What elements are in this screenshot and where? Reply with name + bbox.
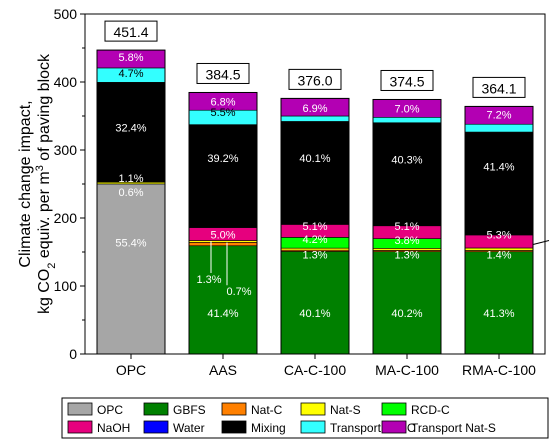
segment-percent-label: 5.1% [302, 221, 327, 233]
bar-segment-rma-c-100-gbfs [464, 251, 534, 355]
legend-swatch-rcd-c [381, 402, 407, 416]
plot-area: 0 100 200 300 400 500 OPC 451.4 AAS 384.5 CA-C-100… [54, 6, 550, 378]
y-axis-title-part: 2 [46, 263, 58, 269]
segment-percent-label: 5.5% [210, 107, 235, 119]
y-tick-label: 400 [54, 74, 78, 90]
callout-label: 0.7% [226, 286, 251, 298]
segment-percent-label: 0.6% [118, 187, 143, 199]
segment-percent-label: 4.2% [302, 234, 327, 246]
total-box [196, 62, 250, 84]
bar-segment-opc-opc [96, 183, 166, 355]
callout-line [532, 239, 550, 245]
legend-label-rcd-c: RCD-C [411, 403, 450, 417]
segment-percent-label: 6.9% [302, 103, 327, 115]
segment-percent-label: 40.1% [299, 308, 330, 320]
bar-segment-opc-mixing [96, 82, 166, 183]
y-axis-title-line2: kg CO2 equiv. per m3 of paving block [34, 53, 58, 314]
y-axis-title: Climate change impact,kg CO2 equiv. per … [17, 53, 58, 314]
total-box [380, 69, 434, 91]
legend-swatch-water [143, 420, 169, 434]
y-axis-title-part: 3 [34, 165, 46, 171]
y-tick-label: 200 [54, 210, 78, 226]
y-tick-label: 100 [54, 278, 78, 294]
total-label: 384.5 [205, 66, 240, 82]
segment-percent-label: 1.1% [118, 173, 143, 185]
legend-swatch-nat-c [221, 402, 247, 416]
legend-swatch-mixing [221, 420, 247, 434]
segment-percent-label: 1.3% [394, 250, 419, 262]
segment-percent-label: 55.4% [115, 237, 146, 249]
y-axis-title-part: equiv. per m [36, 171, 53, 262]
segment-percent-label: 40.2% [391, 308, 422, 320]
segment-percent-label: 1.3% [302, 250, 327, 262]
legend-label-nat-c: Nat-C [251, 403, 283, 417]
bar-segment-ma-c-100-gbfs [372, 251, 442, 355]
y-tick-label: 300 [54, 142, 78, 158]
legend-label-gbfs: GBFS [173, 403, 206, 417]
x-tick-label: MA-C-100 [375, 362, 439, 378]
segment-percent-label: 5.0% [210, 229, 235, 241]
segment-percent-label: 40.1% [299, 153, 330, 165]
x-tick-label: RMA-C-100 [462, 362, 536, 378]
bar-segment-ca-c-100-gbfs [280, 251, 350, 355]
segment-percent-label: 41.4% [483, 161, 514, 173]
y-axis-title-part: kg CO [36, 269, 53, 314]
bar-segment-rma-c-100-transport-nat-c [464, 123, 534, 133]
total-box [104, 20, 158, 42]
total-label: 376.0 [297, 72, 332, 88]
legend-label-transport-nat-s: Transport Nat-S [411, 421, 496, 435]
x-tick-label: CA-C-100 [284, 362, 346, 378]
legend-label-nat-s: Nat-S [330, 403, 361, 417]
segment-percent-label: 1.4% [486, 250, 511, 262]
legend-label-water: Water [173, 421, 205, 435]
total-label: 374.5 [389, 73, 424, 89]
total-box [472, 76, 526, 98]
bar-segment-aas-gbfs [188, 245, 258, 355]
y-tick-label: 0 [69, 346, 77, 362]
segment-percent-label: 3.8% [394, 235, 419, 247]
segment-percent-label: 41.3% [483, 308, 514, 320]
bar-segment-aas-mixing [188, 124, 258, 228]
bar-segment-ma-c-100-mixing [372, 122, 442, 226]
segment-percent-label: 4.7% [118, 68, 143, 80]
bar-segment-aas-nat-c [188, 242, 258, 247]
legend-swatch-transport-nat-s [381, 420, 407, 434]
total-label: 451.4 [113, 24, 148, 40]
total-box [288, 68, 342, 90]
x-tick-label: AAS [209, 362, 237, 378]
bar-segment-rma-c-100-mixing [464, 131, 534, 235]
legend-label-opc: OPC [97, 403, 123, 417]
legend-label-mixing: Mixing [251, 421, 286, 435]
segment-percent-label: 32.4% [115, 123, 146, 135]
segment-percent-label: 40.3% [391, 155, 422, 167]
y-axis-title-group: Climate change impact,kg CO2 equiv. per … [17, 53, 58, 314]
segment-percent-label: 7.2% [486, 110, 511, 122]
segment-percent-label: 39.2% [207, 153, 238, 165]
legend-swatch-nat-s [300, 402, 326, 416]
y-axis-title-part: of paving block [36, 53, 53, 165]
total-label: 364.1 [481, 80, 516, 96]
segment-percent-label: 5.8% [118, 52, 143, 64]
y-tick-label: 500 [54, 6, 78, 22]
segment-percent-label: 5.3% [486, 229, 511, 241]
legend-label-naoh: NaOH [97, 421, 130, 435]
segment-percent-label: 7.0% [394, 104, 419, 116]
callout-label: 1.3% [196, 274, 221, 286]
bar-segment-ca-c-100-mixing [280, 121, 350, 225]
segment-percent-label: 41.4% [207, 308, 238, 320]
legend-swatch-opc [67, 402, 93, 416]
legend-swatch-gbfs [143, 402, 169, 416]
x-tick-label: OPC [116, 362, 146, 378]
legend-swatch-transport-nat-c [300, 420, 326, 434]
bar-segment-ma-c-100-transport-nat-c [372, 116, 442, 124]
legend-swatch-naoh [67, 420, 93, 434]
bar-segment-ca-c-100-transport-nat-c [280, 115, 350, 122]
segment-percent-label: 5.1% [394, 221, 419, 233]
segment-percent-label: 6.8% [210, 97, 235, 109]
y-axis-title-line1: Climate change impact, [17, 100, 34, 267]
legend: OPC GBFS Nat-C Nat-S RCD-C NaOH Water Mixing Tra… [61, 397, 549, 439]
